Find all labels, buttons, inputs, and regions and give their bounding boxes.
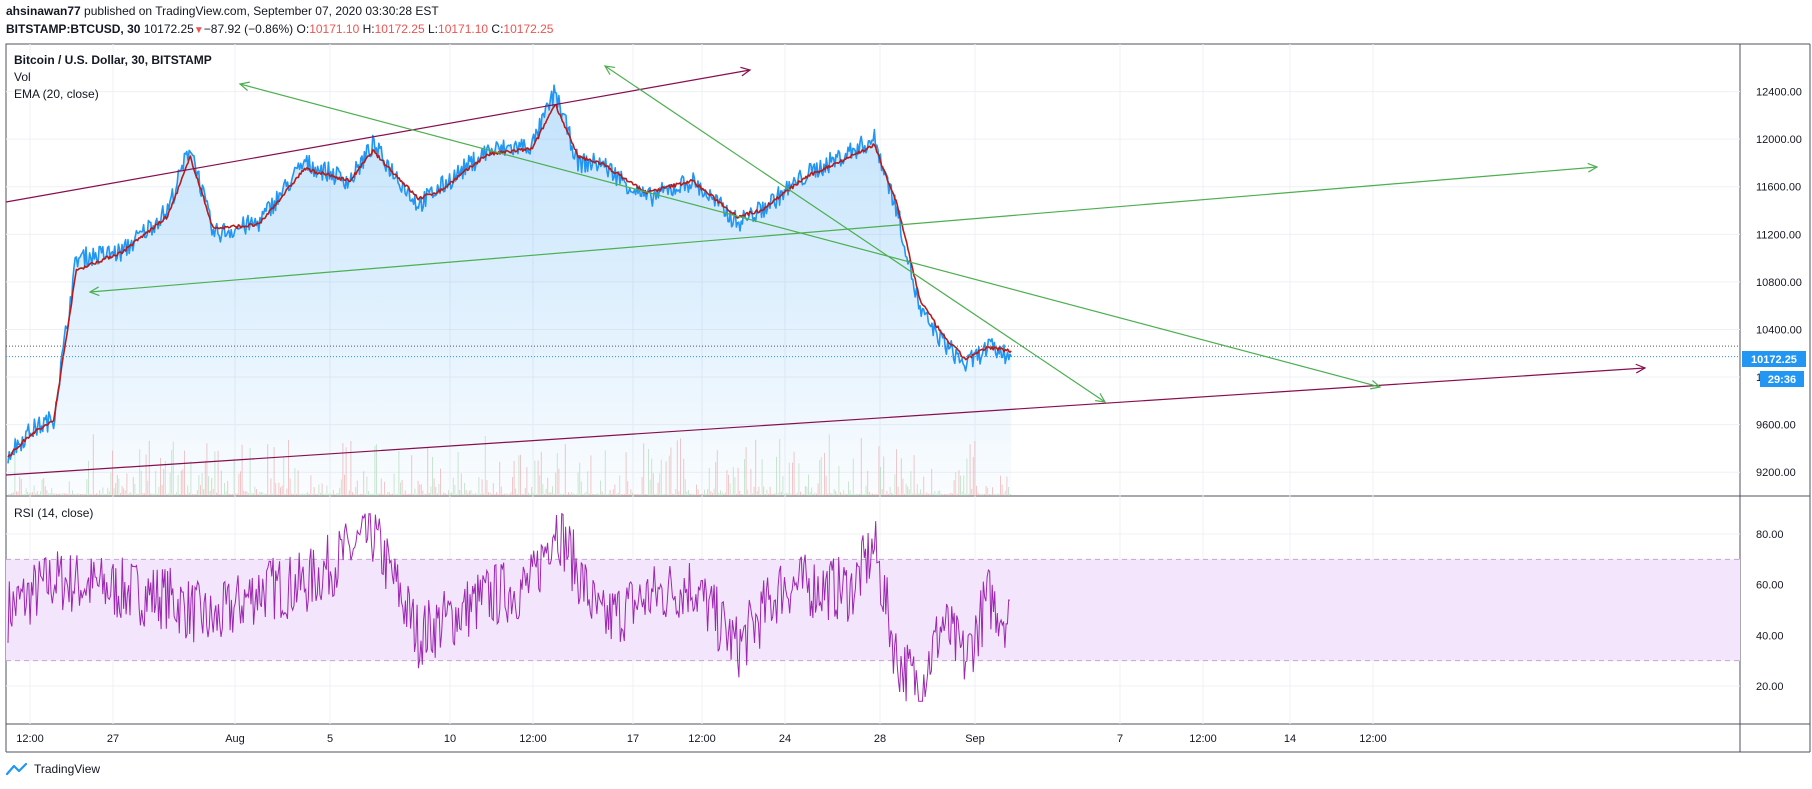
open-value: 10171.10	[309, 22, 360, 36]
ema-series-line	[7, 104, 1012, 458]
time-tick-label: 24	[779, 733, 791, 745]
price-pane	[6, 84, 1740, 496]
time-tick-label: 17	[627, 733, 639, 745]
steep-trendline-arrowhead	[1095, 393, 1107, 403]
rsi-tick-label: 40.00	[1756, 630, 1784, 642]
legend-ema[interactable]: EMA (20, close)	[14, 87, 99, 101]
price-tick-label: 12400.00	[1756, 87, 1802, 99]
legend-title[interactable]: Bitcoin / U.S. Dollar, 30, BITSTAMP	[14, 53, 212, 67]
rising-trendline-arrowhead	[88, 286, 100, 297]
time-tick-label: 14	[1284, 733, 1296, 745]
time-tick-label: 28	[874, 733, 886, 745]
price-tick-label: 10400.00	[1756, 324, 1802, 336]
rsi-series-line	[7, 512, 1010, 702]
time-axis[interactable]: 12:00 27 Aug 5 10 12:00 17 12:00 24 28 Sep 7 12:00 14…	[16, 733, 1387, 745]
close-label: C:	[491, 22, 504, 36]
time-tick-label: Sep	[965, 733, 985, 745]
steep-trendline-arrowhead	[603, 65, 615, 75]
upper-channel-line-arrowhead	[740, 66, 752, 77]
rsi-tick-label: 20.00	[1756, 681, 1784, 693]
low-label: L:	[428, 22, 439, 36]
down-arrow-icon: ▼	[193, 25, 204, 36]
price-badge: 10172.25	[1742, 351, 1806, 367]
time-tick-label: 12:00	[519, 733, 547, 745]
timer-badge: 29:36	[1760, 371, 1804, 387]
price-tick-label: 11200.00	[1756, 229, 1801, 241]
low-value: 10171.10	[438, 22, 489, 36]
time-tick-label: 12:00	[1359, 733, 1387, 745]
trend-lines[interactable]	[5, 65, 1647, 476]
price-tick-label: 10800.00	[1756, 277, 1802, 289]
rising-trendline[interactable]	[89, 166, 1598, 293]
price-tick-label: 12000.00	[1756, 134, 1802, 146]
price-tick-label: 9200.00	[1756, 467, 1796, 479]
tradingview-logo-icon	[6, 762, 28, 776]
price-tick-label: 11600.00	[1756, 182, 1801, 194]
time-tick-label: 7	[1117, 733, 1123, 745]
rsi-tick-label: 80.00	[1756, 529, 1784, 541]
tradingview-footer[interactable]: TradingView	[6, 762, 100, 776]
symbol-label: BITSTAMP:BTCUSD, 30	[6, 22, 141, 36]
time-tick-label: 27	[107, 733, 119, 745]
author-name[interactable]: ahsinawan77	[6, 4, 81, 18]
rsi-pane	[6, 512, 1740, 702]
footer-brand: TradingView	[34, 762, 101, 776]
price-axis[interactable]: 9200.009600.0010010400.0010800.0011200.0…	[1756, 87, 1802, 693]
legend-vol[interactable]: Vol	[14, 70, 31, 84]
time-tick-label: Aug	[225, 733, 245, 745]
falling-trendline-arrowhead	[1370, 380, 1382, 390]
steep-trendline[interactable]	[604, 65, 1106, 403]
close-value: 10172.25	[503, 22, 554, 36]
publish-info: ahsinawan77 published on TradingView.com…	[6, 4, 439, 18]
price-tick-label: 9600.00	[1756, 420, 1796, 432]
time-tick-label: 10	[444, 733, 456, 745]
timer-badge-text: 29:36	[1768, 374, 1796, 386]
ohlc-bar: BITSTAMP:BTCUSD, 30 10172.25▼−87.92 (−0.…	[6, 22, 553, 36]
legend-rsi[interactable]: RSI (14, close)	[14, 506, 93, 520]
open-label: O:	[296, 22, 310, 36]
high-label: H:	[362, 22, 375, 36]
time-tick-label: 12:00	[1189, 733, 1217, 745]
falling-trendline[interactable]	[239, 83, 1381, 388]
lower-channel-line[interactable]	[5, 367, 1646, 476]
last-price: 10172.25	[143, 22, 194, 36]
price-badge-text: 10172.25	[1751, 354, 1797, 366]
publish-text: published on TradingView.com, September …	[84, 4, 439, 18]
upper-channel-line[interactable]	[5, 69, 751, 203]
chart-canvas[interactable]: 9200.009600.0010010400.0010800.0011200.0…	[0, 0, 1812, 760]
price-area-fill	[8, 85, 1012, 496]
lower-channel-line-arrowhead	[1635, 363, 1647, 374]
time-tick-label: 12:00	[16, 733, 44, 745]
high-value: 10172.25	[374, 22, 425, 36]
rsi-tick-label: 60.00	[1756, 580, 1784, 592]
price-change: −87.92 (−0.86%)	[203, 22, 294, 36]
rising-trendline-arrowhead	[1587, 162, 1599, 173]
time-tick-label: 12:00	[688, 733, 716, 745]
time-tick-label: 5	[327, 733, 333, 745]
falling-trendline-arrowhead	[238, 81, 250, 91]
